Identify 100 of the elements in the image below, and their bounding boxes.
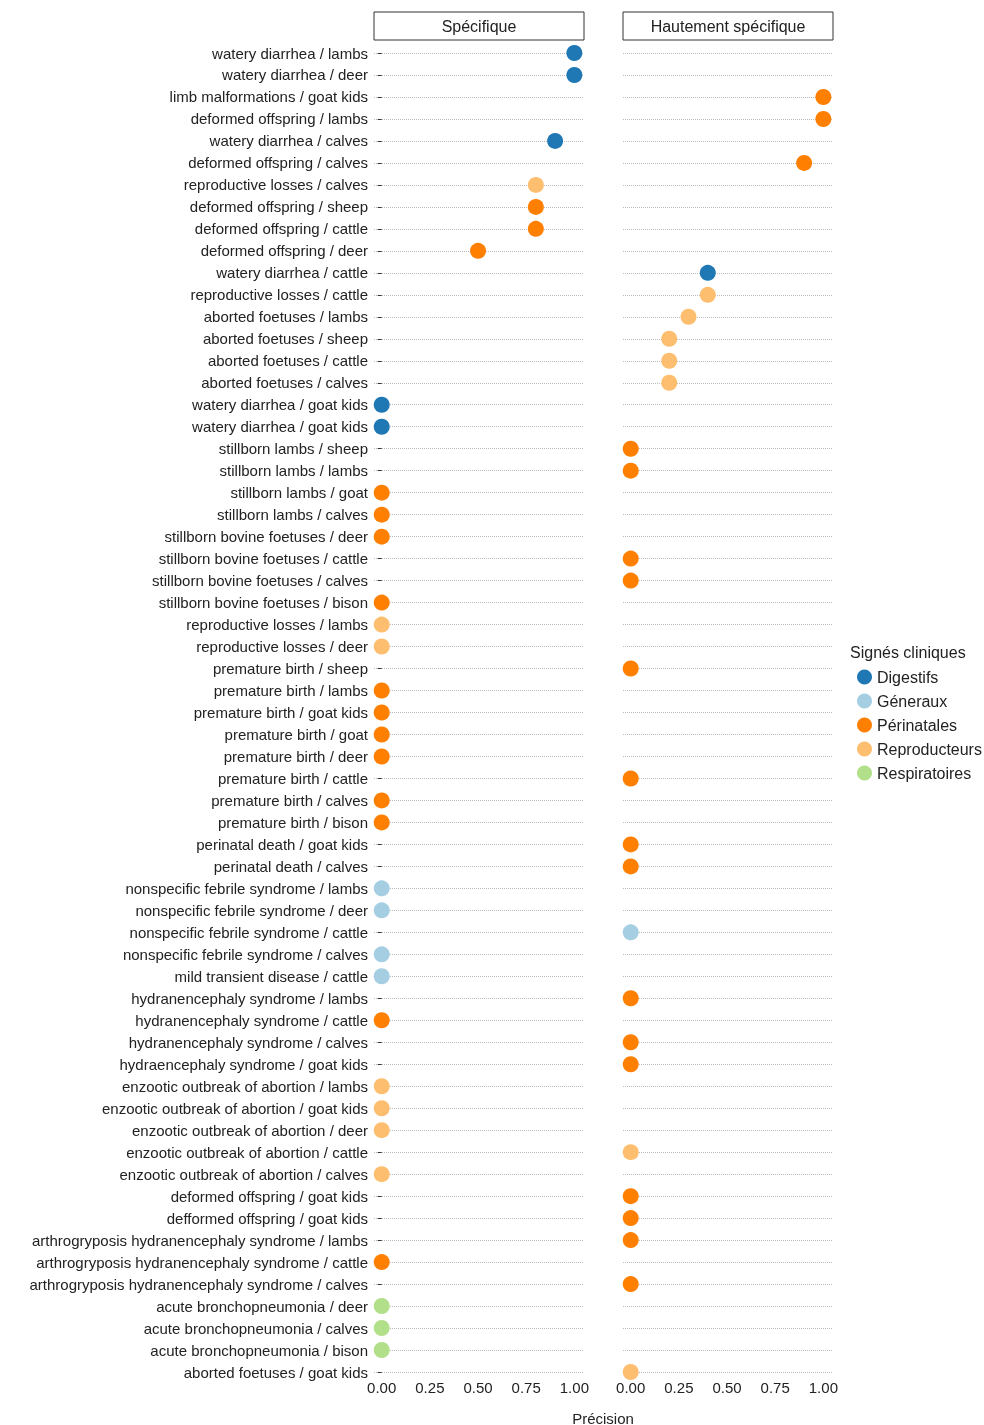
point [470, 242, 487, 259]
y-tick-label: defformed offspring / goat kids [166, 1209, 368, 1227]
x-axis-title: Précision [572, 1409, 634, 1425]
y-tick-label: nonspecific febrile syndrome / lambs [125, 879, 368, 897]
point [373, 594, 390, 611]
y-tick-label: stillborn bovine foetuses / cattle [158, 550, 368, 568]
y-tick-label: premature birth / calves [211, 791, 368, 809]
y-tick-label: arthrogryposis hydranencephaly syndrome / calves [29, 1275, 368, 1293]
point [815, 110, 832, 127]
point [622, 1144, 639, 1161]
y-tick-label: reproductive losses / calves [183, 176, 368, 194]
point [373, 704, 390, 721]
point [622, 1276, 639, 1293]
point [373, 682, 390, 699]
point [661, 374, 678, 391]
point [815, 88, 832, 105]
y-tick-label: deformed offspring / calves [188, 154, 368, 172]
point [622, 1364, 639, 1380]
point [622, 858, 639, 875]
y-tick-label: stillborn lambs / goat [230, 484, 369, 502]
y-tick-label: deformed offspring / cattle [194, 220, 368, 238]
y-tick-label: aborted foetuses / calves [201, 374, 368, 392]
x-tick-label: 0.00 [616, 1379, 646, 1396]
y-tick-label: premature birth / lambs [213, 682, 368, 700]
point [622, 440, 639, 457]
y-tick-label: premature birth / cattle [217, 769, 368, 787]
legend-label: Digestifs [877, 668, 939, 686]
point [527, 176, 544, 193]
y-tick-label: stillborn lambs / lambs [219, 462, 368, 480]
y-tick-label: watery diarrhea / calves [208, 132, 368, 150]
y-tick-label: aborted foetuses / goat kids [183, 1363, 368, 1381]
point [661, 352, 678, 369]
y-tick-label: acute bronchopneumonia / calves [143, 1319, 368, 1337]
x-tick-label: 0.00 [367, 1379, 397, 1396]
y-tick-label: hydranencephaly syndrome / calves [128, 1033, 368, 1051]
point [373, 1012, 390, 1029]
y-tick-label: aborted foetuses / cattle [207, 352, 368, 370]
point [622, 1034, 639, 1051]
y-tick-label: aborted foetuses / sheep [202, 330, 368, 348]
x-tick-label: 0.75 [511, 1379, 541, 1396]
point [373, 396, 390, 413]
y-tick-label: premature birth / bison [217, 813, 368, 831]
point [547, 132, 564, 149]
point [373, 1122, 390, 1139]
y-tick-label: watery diarrhea / deer [221, 66, 368, 84]
legend-label: Géneraux [877, 692, 948, 710]
point [622, 572, 639, 589]
y-tick-label: enzootic outbreak of abortion / deer [132, 1121, 368, 1139]
legend-title: Signés cliniques [850, 643, 966, 661]
point [622, 990, 639, 1007]
y-tick-label: premature birth / sheep [212, 660, 368, 678]
point [699, 264, 716, 281]
point [373, 1320, 390, 1337]
x-tick-label: 1.00 [808, 1379, 838, 1396]
y-tick-label: enzootic outbreak of abortion / goat kids [101, 1099, 368, 1117]
point [622, 770, 639, 787]
point [527, 220, 544, 237]
y-tick-label: watery diarrhea / goat kids [191, 396, 368, 414]
point [796, 154, 813, 171]
point [373, 814, 390, 831]
y-tick-label: premature birth / goat kids [193, 704, 368, 721]
point [622, 1210, 639, 1227]
point [622, 836, 639, 853]
y-tick-label: nonspecific febrile syndrome / deer [135, 901, 368, 919]
y-tick-label: stillborn bovine foetuses / calves [152, 572, 368, 590]
y-tick-label: nonspecific febrile syndrome / calves [122, 945, 368, 963]
y-tick-label: deformed offspring / deer [200, 242, 368, 260]
y-tick-label: stillborn lambs / sheep [218, 440, 368, 458]
point [373, 748, 390, 765]
y-tick-label: hydranencephaly syndrome / lambs [131, 989, 368, 1007]
y-tick-label: stillborn lambs / calves [217, 506, 368, 524]
y-tick-label: perinatal death / calves [213, 857, 368, 875]
y-tick-label: reproductive losses / deer [196, 638, 368, 656]
x-tick-label: 0.25 [664, 1379, 694, 1396]
point [373, 484, 390, 501]
y-tick-label: nonspecific febrile syndrome / cattle [129, 923, 368, 941]
y-tick-label: aborted foetuses / lambs [203, 308, 368, 326]
y-tick-label: watery diarrhea / lambs [211, 44, 368, 62]
point [680, 308, 697, 325]
y-tick-label: reproductive losses / cattle [190, 286, 368, 304]
point [373, 1342, 390, 1359]
x-tick-label: 0.75 [760, 1379, 790, 1396]
point [373, 638, 390, 655]
chart-title: Hautement spécifique [650, 17, 806, 35]
y-tick-label: hydraencephaly syndrome / goat kids [119, 1055, 368, 1073]
x-tick-label: 1.00 [559, 1379, 589, 1396]
x-tick-label: 0.50 [463, 1379, 493, 1396]
y-tick-label: premature birth / deer [223, 747, 368, 765]
y-tick-label: mild transient disease / cattle [174, 967, 368, 985]
legend-label: Respiratoires [877, 764, 972, 782]
point [566, 45, 583, 61]
point [373, 506, 390, 523]
y-tick-label: limb malformations / goat kids [169, 88, 368, 106]
point [373, 1254, 390, 1271]
y-tick-label: premature birth / goat [224, 725, 369, 743]
point [373, 1298, 390, 1315]
point [699, 286, 716, 303]
point [373, 968, 390, 985]
point [373, 1166, 390, 1183]
y-tick-label: deformed offspring / goat kids [170, 1187, 368, 1205]
